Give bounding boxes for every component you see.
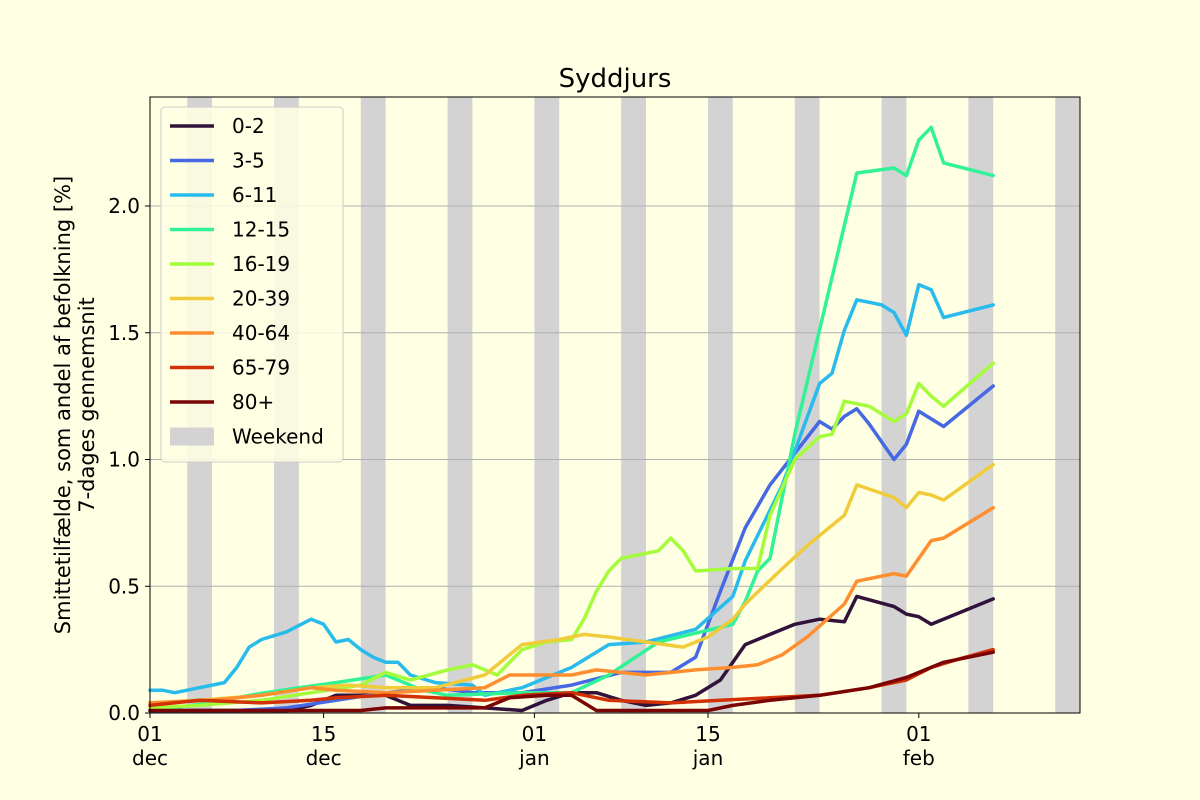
x-tick-month-label: jan	[692, 746, 724, 770]
weekend-band	[447, 97, 473, 713]
y-tick-label: 2.0	[108, 194, 140, 218]
weekend-band	[621, 97, 646, 713]
weekend-band	[360, 97, 386, 713]
y-axis-label-line-1: Smittetilfælde, som andel af befolkning …	[51, 176, 75, 634]
legend-label: Weekend	[232, 425, 324, 449]
y-tick-label: 0.5	[108, 574, 140, 598]
legend-label: 3-5	[232, 149, 265, 173]
x-tick-month-label: jan	[518, 746, 550, 770]
y-axis-ticks: 0.0 0.5 1.0 1.5 2.0	[108, 194, 150, 725]
weekend-band	[534, 97, 560, 713]
series-line-20-39	[148, 462, 995, 705]
x-tick-day-label: 01	[522, 722, 547, 746]
weekend-band	[794, 97, 820, 713]
series-line-40-64	[148, 505, 995, 705]
x-tick-month-label: feb	[903, 746, 935, 770]
legend-label: 6-11	[232, 183, 277, 207]
legend-swatch	[170, 427, 214, 446]
series-line-65-79	[148, 647, 995, 708]
legend-label: 20-39	[232, 287, 290, 311]
y-axis-label-line-2: 7-dages gennemsnit	[75, 297, 99, 513]
chart-title: Syddjurs	[559, 64, 672, 94]
series-lines	[148, 125, 995, 713]
x-tick-day-label: 01	[906, 722, 931, 746]
series-line-12-15	[148, 125, 995, 713]
x-tick-month-label: dec	[132, 746, 168, 770]
weekend-band	[881, 97, 907, 713]
weekend-band	[1055, 97, 1080, 713]
series-line-6-11	[148, 282, 995, 698]
legend-label: 80+	[232, 390, 274, 414]
legend-label: 40-64	[232, 321, 290, 345]
y-tick-label: 1.0	[108, 448, 140, 472]
series-line-16-19	[148, 361, 995, 710]
plot-frame	[149, 96, 1081, 714]
legend-label: 65-79	[232, 356, 290, 380]
y-axis-label: Smittetilfælde, som andel af befolkning …	[51, 176, 99, 634]
x-tick-day-label: 01	[137, 722, 162, 746]
legend-label: 0-2	[232, 114, 265, 138]
x-tick-day-label: 15	[695, 722, 720, 746]
legend-label: 12-15	[232, 218, 290, 242]
y-tick-label: 0.0	[108, 701, 140, 725]
x-tick-day-label: 15	[311, 722, 336, 746]
legend: 0-2 3-5 6-11 12-15 16-19 20-39 40-64 65-79 80+ We…	[160, 106, 344, 463]
x-tick-month-label: dec	[306, 746, 342, 770]
legend-label: 16-19	[232, 252, 290, 276]
y-tick-label: 1.5	[108, 321, 140, 345]
series-line-80+	[148, 650, 995, 713]
